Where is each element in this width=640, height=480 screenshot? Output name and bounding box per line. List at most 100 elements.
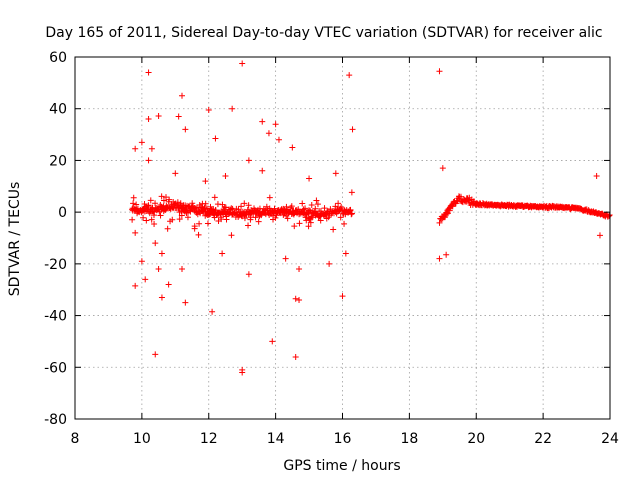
data-point [196, 220, 203, 227]
data-point [211, 214, 218, 221]
data-point [593, 172, 600, 179]
data-point [164, 225, 171, 232]
data-point [212, 207, 219, 214]
grid [75, 57, 610, 419]
data-point [282, 255, 289, 262]
data-point [283, 203, 290, 210]
data-point [292, 353, 299, 360]
y-tick-label: 20 [49, 153, 67, 169]
data-point [132, 282, 139, 289]
data-point [314, 201, 321, 208]
data-point [158, 250, 165, 257]
data-point [132, 229, 139, 236]
data-point [316, 213, 323, 220]
data-point [326, 260, 333, 267]
data-point [348, 211, 355, 218]
data-point [436, 219, 443, 226]
data-point [202, 178, 209, 185]
data-point [209, 308, 216, 315]
data-point [348, 189, 355, 196]
data-point [245, 157, 252, 164]
data-point [138, 139, 145, 146]
data-point [446, 207, 453, 214]
data-point [330, 226, 337, 233]
data-point [152, 240, 159, 247]
data-point [191, 223, 198, 230]
data-point [606, 212, 613, 219]
data-point [313, 197, 320, 204]
data-point [259, 118, 266, 125]
data-point [162, 194, 169, 201]
data-point [211, 194, 218, 201]
data-point [212, 135, 219, 142]
data-point [147, 197, 154, 204]
data-point [189, 200, 196, 207]
data-point [182, 299, 189, 306]
data-point [449, 203, 456, 210]
data-point [152, 351, 159, 358]
data-point [341, 220, 348, 227]
data-point [346, 72, 353, 79]
x-tick-label: 18 [400, 431, 418, 447]
data-point [302, 205, 309, 212]
data-point [335, 200, 342, 207]
y-tick-label: 40 [49, 102, 67, 118]
data-point [275, 136, 282, 143]
data-point [142, 276, 149, 283]
data-point [239, 60, 246, 67]
x-tick-label: 12 [200, 431, 218, 447]
data-point [152, 200, 159, 207]
y-tick-label: 0 [58, 205, 67, 221]
data-point [262, 211, 269, 218]
scatter-points [129, 60, 613, 376]
data-point [245, 271, 252, 278]
y-axis-label: SDTVAR / TECUs [7, 182, 23, 297]
data-point [182, 126, 189, 133]
data-point [342, 250, 349, 257]
data-point [148, 145, 155, 152]
data-point [148, 216, 155, 223]
data-point [337, 214, 344, 221]
data-point [339, 293, 346, 300]
data-point [596, 232, 603, 239]
y-tick-label: 60 [49, 50, 67, 66]
data-point [155, 266, 162, 273]
data-point [245, 202, 252, 209]
data-point [269, 338, 276, 345]
data-point [145, 202, 152, 209]
data-point [284, 215, 291, 222]
data-point [130, 200, 137, 207]
data-point [151, 221, 158, 228]
data-point [332, 170, 339, 177]
data-point [228, 232, 235, 239]
data-point [195, 231, 202, 238]
axis-ticks: 8 10 12 14 16 18 20 22 24 -80 -60 -40 -20 0 20 40 60 [44, 50, 619, 447]
data-point [439, 165, 446, 172]
data-point [138, 258, 145, 265]
x-tick-label: 8 [71, 431, 80, 447]
data-point [442, 214, 449, 221]
data-point [175, 113, 182, 120]
data-point [172, 170, 179, 177]
data-point [306, 175, 313, 182]
data-point [176, 216, 183, 223]
data-point [205, 107, 212, 114]
data-point [203, 205, 210, 212]
y-tick-label: -40 [44, 309, 67, 325]
data-point [145, 116, 152, 123]
data-point [348, 210, 355, 217]
data-point [291, 223, 298, 230]
data-point [145, 69, 152, 76]
data-point [158, 294, 165, 301]
data-point [288, 203, 295, 210]
data-point [296, 220, 303, 227]
data-point [299, 200, 306, 207]
data-point [129, 216, 136, 223]
data-point [239, 369, 246, 376]
x-tick-label: 20 [467, 431, 485, 447]
data-point [259, 167, 266, 174]
data-point [255, 218, 262, 225]
data-point [223, 216, 230, 223]
